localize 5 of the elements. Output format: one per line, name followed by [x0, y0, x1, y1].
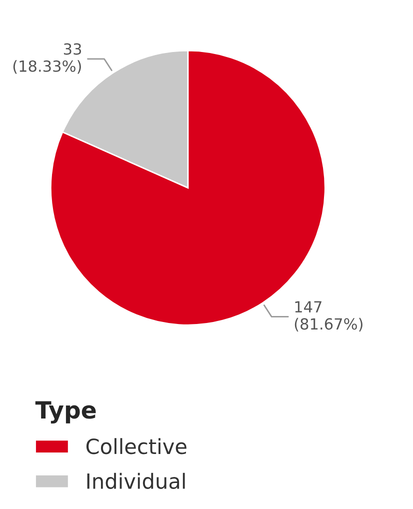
legend-title: Type [35, 401, 96, 424]
legend-label: Collective [86, 438, 186, 454]
data-label: 33 (18.33%) [13, 43, 82, 74]
data-label: 147 (81.67%) [294, 301, 362, 332]
legend-label: Individual [87, 472, 185, 489]
